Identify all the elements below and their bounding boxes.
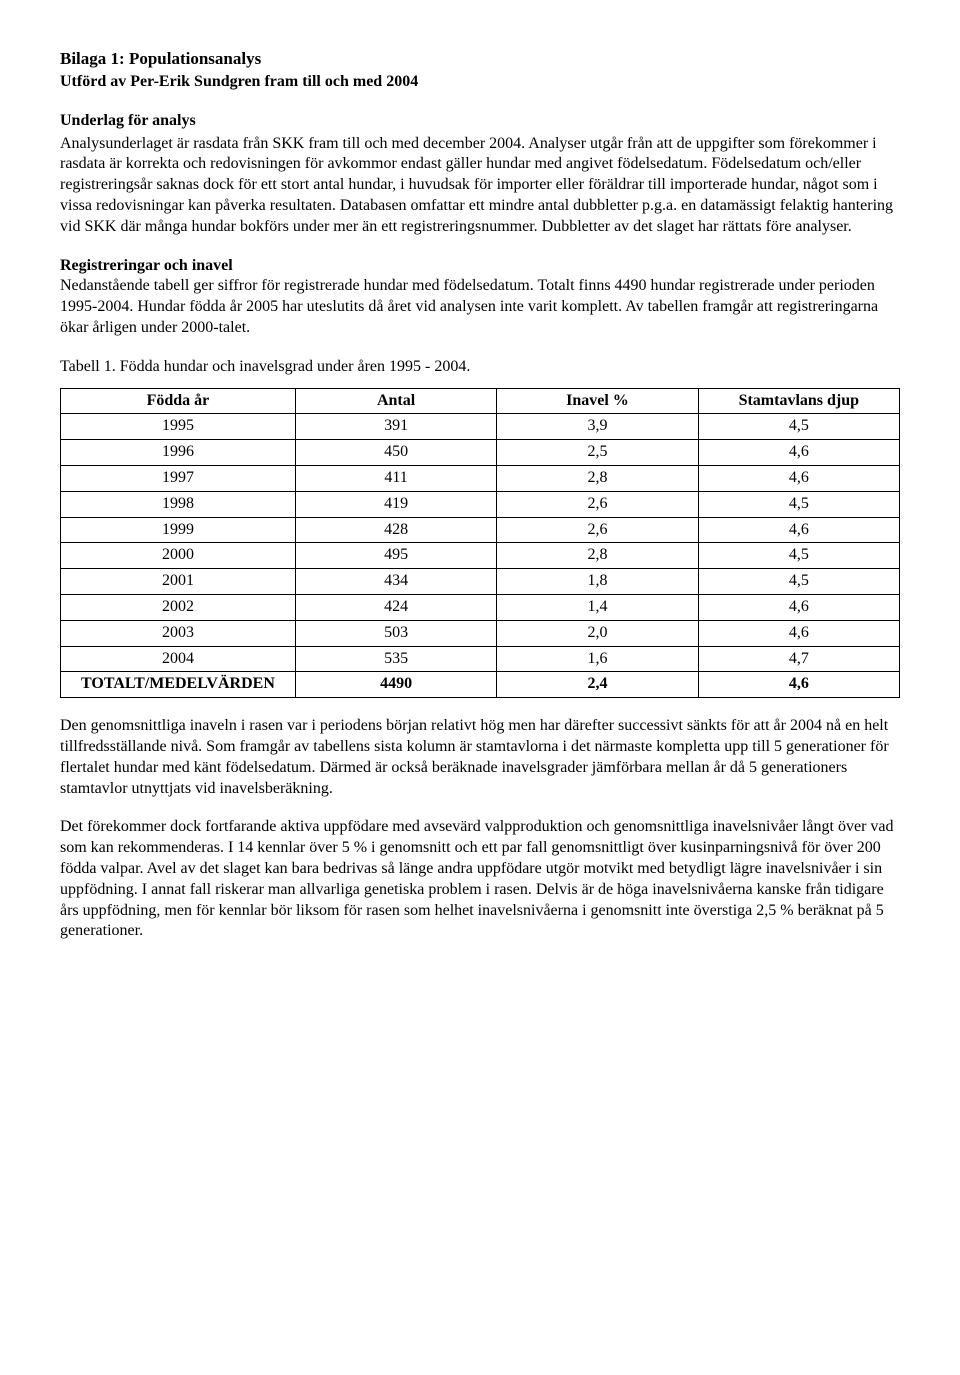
table-cell: 2002 [61,595,296,621]
table-cell: 503 [295,620,496,646]
table-cell: 1996 [61,440,296,466]
table-cell: 419 [295,491,496,517]
table-cell: 1,8 [497,569,698,595]
table-total-cell: 2,4 [497,672,698,698]
table-cell: 1,6 [497,646,698,672]
table-row: 19984192,64,5 [61,491,900,517]
table-row: 19953913,94,5 [61,414,900,440]
table-cell: 2000 [61,543,296,569]
table-row: 20004952,84,5 [61,543,900,569]
data-table: Födda årAntalInavel %Stamtavlans djup199… [60,388,900,699]
table-total-row: TOTALT/MEDELVÄRDEN44902,44,6 [61,672,900,698]
table-cell: 2,8 [497,466,698,492]
table-cell: 4,6 [698,620,899,646]
after-paragraph-2: Det förekommer dock fortfarande aktiva u… [60,817,900,942]
table-cell: 4,6 [698,440,899,466]
table-row: 19964502,54,6 [61,440,900,466]
page-subtitle: Utförd av Per-Erik Sundgren fram till oc… [60,72,900,93]
table-cell: 4,6 [698,517,899,543]
table-cell: 2,6 [497,517,698,543]
table-total-cell: 4490 [295,672,496,698]
section-body-underlag: Analysunderlaget är rasdata från SKK fra… [60,134,900,238]
section-heading-registreringar: Registreringar och inavel [60,257,233,274]
table-cell: 1999 [61,517,296,543]
table-cell: 4,5 [698,491,899,517]
table-cell: 391 [295,414,496,440]
table-cell: 2,5 [497,440,698,466]
section-body-registreringar: Nedanstående tabell ger siffror för regi… [60,277,878,336]
table-cell: 3,9 [497,414,698,440]
table-row: 20035032,04,6 [61,620,900,646]
table-cell: 4,7 [698,646,899,672]
table-cell: 2001 [61,569,296,595]
table-cell: 1997 [61,466,296,492]
table-caption: Tabell 1. Födda hundar och inavelsgrad u… [60,357,900,378]
section-heading-underlag: Underlag för analys [60,111,900,132]
table-cell: 4,5 [698,414,899,440]
table-total-cell: TOTALT/MEDELVÄRDEN [61,672,296,698]
table-cell: 2,6 [497,491,698,517]
table-row: 20024241,44,6 [61,595,900,621]
table-cell: 1995 [61,414,296,440]
table-cell: 434 [295,569,496,595]
after-paragraph-1: Den genomsnittliga inaveln i rasen var i… [60,716,900,799]
table-cell: 535 [295,646,496,672]
table-cell: 4,5 [698,569,899,595]
table-cell: 428 [295,517,496,543]
table-header-cell: Födda år [61,388,296,414]
table-header-cell: Antal [295,388,496,414]
table-cell: 4,5 [698,543,899,569]
table-cell: 2,0 [497,620,698,646]
table-cell: 495 [295,543,496,569]
table-cell: 424 [295,595,496,621]
table-cell: 1998 [61,491,296,517]
section-registreringar: Registreringar och inavel Nedanstående t… [60,256,900,339]
table-row: 20045351,64,7 [61,646,900,672]
table-cell: 411 [295,466,496,492]
table-cell: 2003 [61,620,296,646]
table-row: 19974112,84,6 [61,466,900,492]
table-cell: 2,8 [497,543,698,569]
table-row: 19994282,64,6 [61,517,900,543]
table-header-cell: Stamtavlans djup [698,388,899,414]
table-cell: 1,4 [497,595,698,621]
table-row: 20014341,84,5 [61,569,900,595]
table-cell: 450 [295,440,496,466]
table-total-cell: 4,6 [698,672,899,698]
table-header-cell: Inavel % [497,388,698,414]
page-title: Bilaga 1: Populationsanalys [60,48,900,70]
table-cell: 4,6 [698,466,899,492]
table-cell: 4,6 [698,595,899,621]
table-header-row: Födda årAntalInavel %Stamtavlans djup [61,388,900,414]
table-cell: 2004 [61,646,296,672]
